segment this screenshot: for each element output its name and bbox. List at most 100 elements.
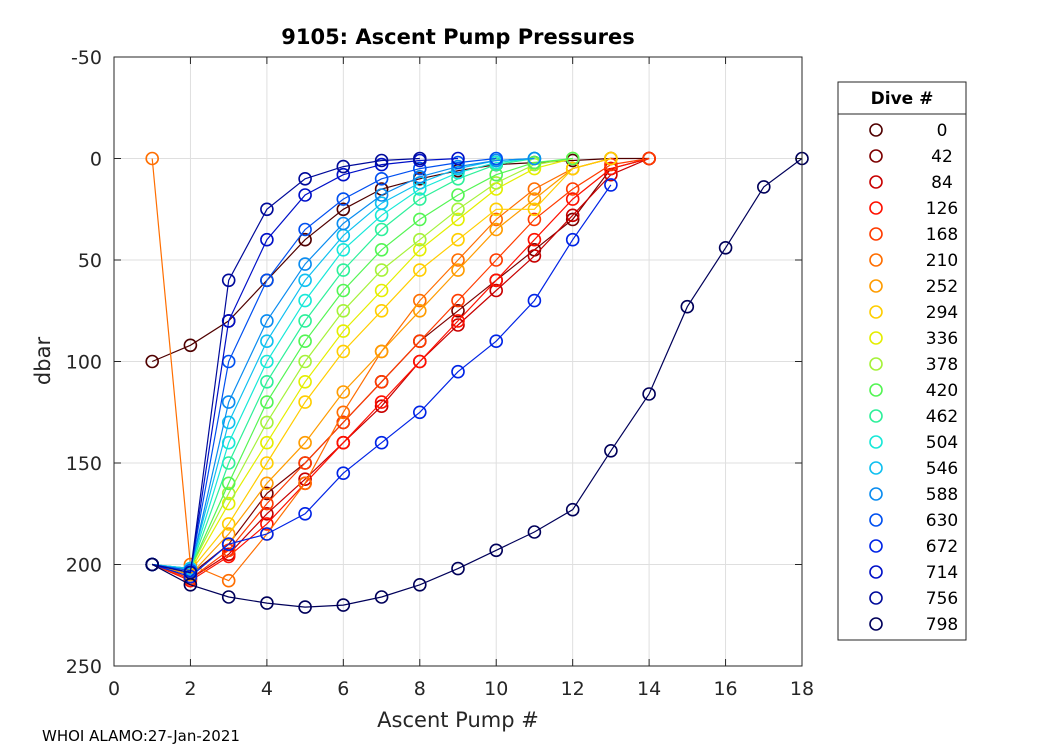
data-point — [451, 155, 465, 170]
data-point — [336, 202, 351, 217]
data-point — [412, 577, 427, 592]
data-point — [565, 161, 580, 176]
data-point — [642, 387, 656, 401]
legend-label: 546 — [926, 459, 958, 479]
data-point — [374, 590, 389, 604]
data-point — [183, 338, 198, 353]
data-point — [451, 151, 465, 166]
data-point — [336, 344, 351, 359]
data-point — [374, 399, 389, 414]
data-point — [412, 170, 427, 184]
data-point — [527, 232, 542, 247]
legend-label: 714 — [926, 563, 958, 583]
data-point — [336, 167, 351, 182]
data-point — [374, 243, 389, 257]
x-tick-label: 10 — [484, 678, 508, 700]
legend-marker — [869, 123, 883, 137]
data-point — [565, 212, 580, 227]
data-point — [412, 161, 427, 176]
data-point — [298, 314, 312, 328]
legend-label: 252 — [926, 277, 958, 297]
legend-entries: 0 42 84 126 168 210 252 294 336 378 420 462 504 546 58… — [869, 121, 958, 635]
x-tick-label: 2 — [184, 678, 196, 700]
data-point — [412, 212, 427, 227]
legend-entry: 756 — [869, 589, 958, 609]
data-point — [221, 273, 236, 288]
data-point — [527, 249, 542, 263]
series-dive-798 — [145, 151, 809, 614]
data-point — [221, 573, 236, 588]
legend-marker — [869, 227, 883, 241]
legend-label: 420 — [926, 381, 958, 401]
data-point — [260, 273, 274, 288]
legend-entry: 798 — [869, 615, 958, 635]
data-point — [260, 395, 274, 409]
series-line — [152, 157, 497, 572]
data-point — [298, 334, 312, 349]
legend-label: 84 — [931, 173, 953, 193]
data-point — [298, 257, 312, 271]
data-point — [298, 395, 312, 409]
data-point — [221, 527, 236, 541]
data-point — [221, 435, 236, 450]
data-point — [374, 303, 389, 318]
legend-label: 336 — [926, 329, 958, 349]
legend-label: 630 — [926, 511, 958, 531]
data-point — [489, 176, 504, 190]
legend-marker — [869, 435, 883, 449]
data-point — [260, 486, 274, 501]
series-line — [152, 157, 573, 570]
legend-label: 756 — [926, 589, 958, 609]
data-point — [565, 232, 580, 247]
data-point — [489, 273, 504, 288]
data-point — [527, 293, 542, 308]
data-point — [451, 364, 465, 379]
legend-entry: 0 — [869, 121, 947, 141]
data-point — [298, 188, 312, 202]
data-point — [680, 299, 695, 314]
data-point — [260, 415, 274, 430]
legend-entry: 546 — [869, 459, 958, 479]
series-dive-672 — [145, 178, 618, 584]
data-point — [718, 241, 733, 255]
legend-entry: 42 — [869, 147, 953, 167]
data-point — [642, 151, 656, 166]
legend-entry: 378 — [869, 355, 958, 375]
legend-entry: 168 — [869, 225, 958, 245]
data-point — [260, 232, 274, 247]
data-point — [489, 151, 504, 166]
data-point — [374, 188, 389, 202]
legend-label: 672 — [926, 537, 958, 557]
data-point — [298, 273, 312, 288]
data-point — [527, 202, 542, 217]
data-point — [374, 435, 389, 450]
data-point — [221, 537, 236, 552]
data-point — [374, 283, 389, 298]
data-point — [527, 525, 542, 539]
data-point — [221, 496, 236, 511]
legend-entry: 84 — [869, 173, 953, 193]
legend-entry: 294 — [869, 303, 958, 323]
x-tick-label: 16 — [713, 678, 737, 700]
data-point — [183, 577, 198, 592]
series-line — [152, 157, 535, 570]
data-point — [260, 527, 274, 541]
data-point — [489, 253, 504, 267]
data-point — [451, 318, 465, 332]
legend-marker — [869, 149, 883, 163]
data-point — [336, 405, 351, 420]
data-point — [374, 157, 389, 172]
data-point — [336, 159, 351, 174]
data-point — [260, 596, 274, 610]
legend-marker — [869, 461, 883, 475]
legend-marker — [869, 175, 883, 189]
legend-entry: 672 — [869, 537, 958, 557]
data-point — [565, 208, 580, 223]
data-point — [451, 232, 465, 247]
legend-label: 126 — [926, 199, 958, 219]
data-point — [336, 324, 351, 338]
series-line — [152, 184, 612, 578]
data-point — [221, 517, 236, 531]
data-point — [336, 263, 351, 277]
legend-marker — [869, 253, 883, 267]
